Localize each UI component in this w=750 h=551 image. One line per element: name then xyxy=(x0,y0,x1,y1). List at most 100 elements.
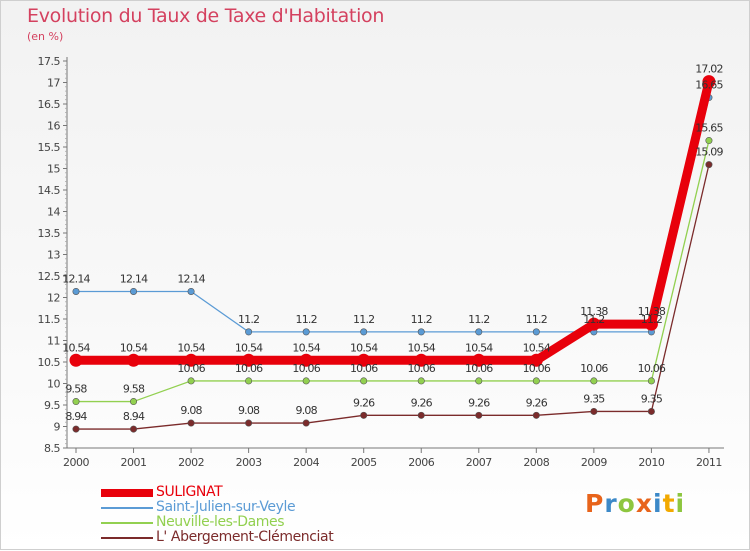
x-tick-label: 2008 xyxy=(523,456,549,469)
data-label: 9.35 xyxy=(583,392,605,405)
data-point xyxy=(644,317,658,331)
x-tick-label: 2002 xyxy=(178,456,204,469)
x-tick-label: 2004 xyxy=(293,456,319,469)
data-label: 10.54 xyxy=(177,341,205,354)
data-point xyxy=(647,407,655,415)
logo-letter: P xyxy=(585,489,605,518)
data-point xyxy=(130,287,138,295)
data-point xyxy=(532,377,540,385)
legend-swatch xyxy=(101,489,153,497)
data-point xyxy=(302,419,310,427)
data-label: 9.26 xyxy=(353,396,375,409)
data-label: 9.58 xyxy=(123,383,145,396)
y-tick-label: 9 xyxy=(54,421,61,434)
data-label: 10.54 xyxy=(350,341,378,354)
data-point xyxy=(302,328,310,336)
data-label: 11.38 xyxy=(580,305,608,318)
data-label: 9.08 xyxy=(238,404,260,417)
y-tick-label: 13.5 xyxy=(38,227,61,240)
proxiti-logo: Proxiti xyxy=(585,489,685,518)
data-point xyxy=(417,411,425,419)
data-label: 10.06 xyxy=(465,362,493,375)
data-point xyxy=(302,377,310,385)
data-point xyxy=(475,328,483,336)
series-line-1 xyxy=(76,97,710,333)
y-tick-label: 14 xyxy=(47,206,60,219)
data-point xyxy=(245,419,253,427)
data-label: 11.2 xyxy=(353,313,374,326)
data-label: 11.2 xyxy=(468,313,489,326)
series-line-3 xyxy=(76,164,710,430)
legend-swatch xyxy=(101,522,153,524)
y-tick-label: 13 xyxy=(47,249,60,262)
x-tick-label: 2003 xyxy=(236,456,262,469)
data-point xyxy=(130,398,138,406)
data-label: 10.54 xyxy=(120,341,148,354)
data-label: 15.09 xyxy=(695,146,723,159)
data-point xyxy=(417,328,425,336)
data-point xyxy=(705,137,713,145)
y-tick-label: 16.5 xyxy=(38,98,61,111)
data-label: 10.06 xyxy=(350,362,378,375)
legend-label: Neuville-les-Dames xyxy=(156,514,285,530)
data-label: 10.54 xyxy=(407,341,435,354)
data-point xyxy=(245,377,253,385)
data-label: 10.54 xyxy=(292,341,320,354)
data-label: 9.35 xyxy=(641,392,663,405)
data-point xyxy=(532,411,540,419)
data-label: 11.2 xyxy=(526,313,547,326)
y-tick-label: 9.5 xyxy=(44,399,60,412)
data-point xyxy=(187,377,195,385)
y-tick-label: 14.5 xyxy=(38,184,61,197)
data-point xyxy=(532,328,540,336)
data-point xyxy=(187,287,195,295)
x-tick-label: 2007 xyxy=(466,456,492,469)
data-label: 9.08 xyxy=(296,404,318,417)
data-label: 11.2 xyxy=(296,313,317,326)
data-label: 9.08 xyxy=(180,404,202,417)
data-label: 10.06 xyxy=(523,362,551,375)
data-point xyxy=(72,287,80,295)
data-point xyxy=(299,353,313,367)
data-point xyxy=(702,75,716,89)
x-tick-label: 2011 xyxy=(696,456,722,469)
series-line-0 xyxy=(76,80,714,365)
data-point xyxy=(475,377,483,385)
data-label: 10.06 xyxy=(580,362,608,375)
data-point xyxy=(417,377,425,385)
data-label: 10.06 xyxy=(235,362,263,375)
data-point xyxy=(529,353,543,367)
data-label: 9.26 xyxy=(468,396,490,409)
y-tick-label: 10.5 xyxy=(38,356,61,369)
data-point xyxy=(647,377,655,385)
data-point xyxy=(72,398,80,406)
data-point xyxy=(590,407,598,415)
data-point xyxy=(357,353,371,367)
data-point xyxy=(705,161,713,169)
y-tick-label: 12 xyxy=(47,292,60,305)
y-tick-label: 17 xyxy=(47,77,60,90)
y-tick-label: 8.5 xyxy=(44,442,60,455)
data-point xyxy=(242,353,256,367)
chart-title: Evolution du Taux de Taxe d'Habitation xyxy=(27,5,385,27)
data-point xyxy=(587,317,601,331)
logo-letter: x xyxy=(635,489,653,518)
x-tick-label: 2006 xyxy=(408,456,434,469)
data-point xyxy=(130,425,138,433)
data-point xyxy=(360,377,368,385)
chart-subtitle: (en %) xyxy=(27,30,64,43)
y-tick-label: 15.5 xyxy=(38,141,61,154)
x-tick-label: 2001 xyxy=(121,456,147,469)
data-label: 8.94 xyxy=(65,410,87,423)
y-tick-label: 12.5 xyxy=(38,270,61,283)
data-label: 10.06 xyxy=(292,362,320,375)
data-point xyxy=(184,353,198,367)
data-label: 11.38 xyxy=(638,305,666,318)
x-tick-label: 2010 xyxy=(638,456,664,469)
data-label: 10.06 xyxy=(407,362,435,375)
y-tick-label: 16 xyxy=(47,120,60,133)
y-tick-label: 11.5 xyxy=(38,313,61,326)
logo-letter: o xyxy=(617,489,636,518)
logo-letter: i xyxy=(675,489,686,518)
